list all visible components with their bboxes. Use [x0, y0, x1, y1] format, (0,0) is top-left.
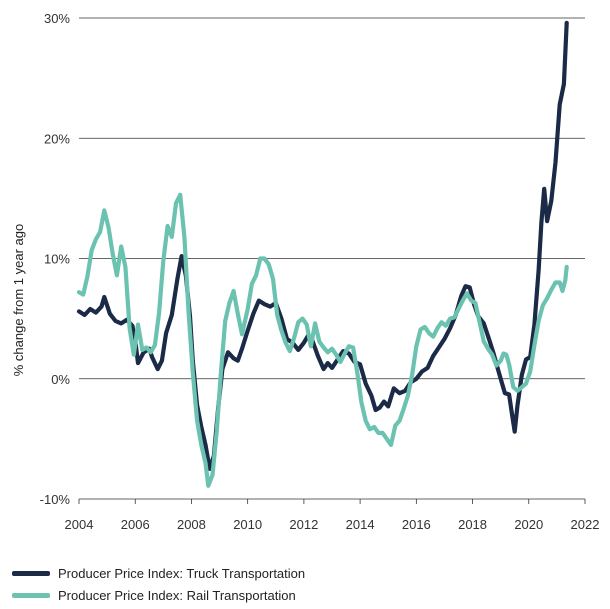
- x-tick-label: 2014: [346, 517, 375, 532]
- x-tick-label: 2006: [121, 517, 150, 532]
- line-chart: 30% 20% 10% 0% -10% 2004 2006 2008 2010 2012 2014…: [11, 11, 600, 532]
- y-axis-label: % change from 1 year ago: [11, 224, 26, 376]
- legend-item-rail: Producer Price Index: Rail Transportatio…: [12, 584, 305, 606]
- x-tick-label: 2022: [571, 517, 600, 532]
- x-tick-label: 2004: [65, 517, 94, 532]
- legend-item-truck: Producer Price Index: Truck Transportati…: [12, 562, 305, 584]
- y-tick-label: 10%: [44, 252, 70, 267]
- y-tick-label: 20%: [44, 131, 70, 146]
- x-tick-label: 2016: [402, 517, 431, 532]
- series-lines: [76, 20, 569, 488]
- x-tick-label: 2012: [289, 517, 318, 532]
- legend-swatch-rail: [12, 592, 50, 598]
- legend-label-rail: Producer Price Index: Rail Transportatio…: [58, 587, 296, 603]
- x-tick-label: 2018: [458, 517, 487, 532]
- y-tick-label: 30%: [44, 11, 70, 26]
- y-tick-labels: 30% 20% 10% 0% -10%: [40, 11, 71, 507]
- x-tick-label: 2010: [233, 517, 262, 532]
- legend-label-truck: Producer Price Index: Truck Transportati…: [58, 565, 306, 581]
- legend-swatch-truck: [12, 570, 50, 576]
- y-tick-label: -10%: [40, 492, 71, 507]
- grid-lines: [79, 17, 585, 500]
- x-tick-labels: 2004 2006 2008 2010 2012 2014 2016 2018 2020 2022: [65, 499, 600, 532]
- y-tick-label: 0%: [51, 372, 70, 387]
- legend: Producer Price Index: Truck Transportati…: [12, 562, 305, 606]
- x-tick-label: 2008: [177, 517, 206, 532]
- series-line-truck: [76, 20, 569, 471]
- series-line-rail: [76, 192, 569, 488]
- x-tick-label: 2020: [514, 517, 543, 532]
